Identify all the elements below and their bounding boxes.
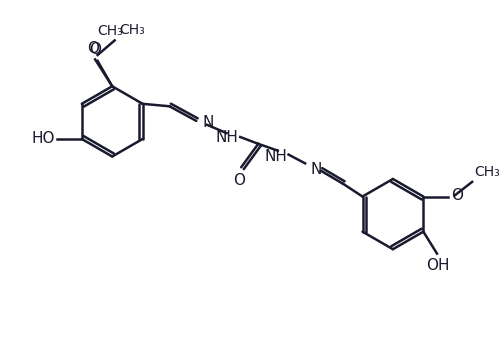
Text: CH₃: CH₃ xyxy=(120,22,145,37)
Text: O: O xyxy=(233,173,245,188)
Text: O: O xyxy=(89,43,101,58)
Text: HO: HO xyxy=(32,131,55,147)
Text: CH₃: CH₃ xyxy=(474,165,500,179)
Text: CH₃: CH₃ xyxy=(97,24,123,38)
Text: N: N xyxy=(202,115,214,130)
Text: O: O xyxy=(451,188,463,203)
Text: OH: OH xyxy=(426,258,450,273)
Text: O: O xyxy=(87,40,99,55)
Text: NH: NH xyxy=(216,130,239,145)
Text: NH: NH xyxy=(264,149,287,164)
Text: N: N xyxy=(311,162,322,178)
